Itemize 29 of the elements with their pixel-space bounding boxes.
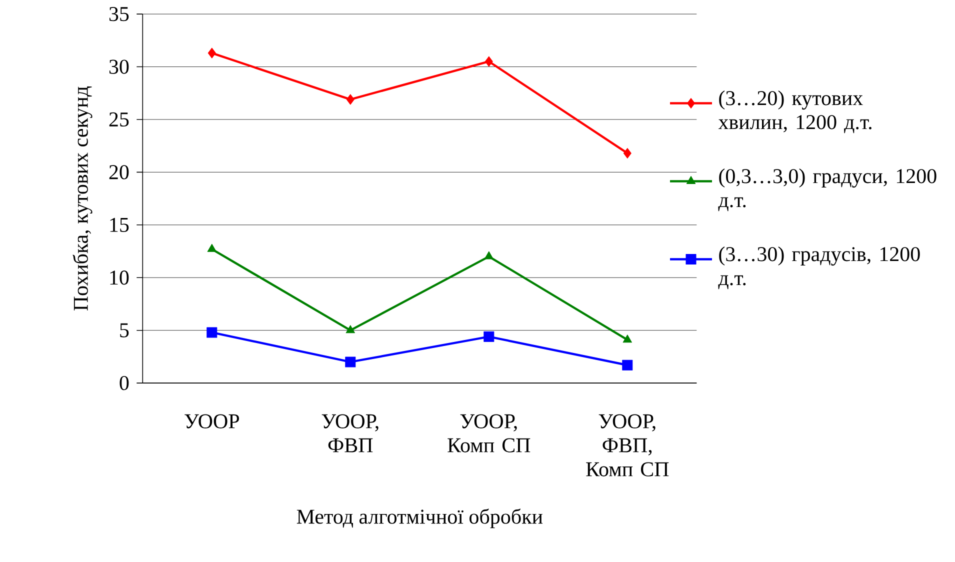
x-tick-label: УООР xyxy=(184,414,239,428)
y-tick-label: 20 xyxy=(109,164,129,180)
y-tick-label: 5 xyxy=(120,323,129,338)
point xyxy=(484,56,493,67)
point xyxy=(484,251,494,260)
point xyxy=(345,356,356,368)
x-tick-label: УООР, ФВП xyxy=(322,414,378,452)
x-tick-label: УООР, Комп СП xyxy=(448,414,530,452)
y-tick-label: 0 xyxy=(120,376,129,390)
legend-label: (3…20) кутових хвилин, 1200 д.т. xyxy=(718,90,872,133)
legend-label: (0,3…3,0) градуси, 1200 д.т. xyxy=(718,168,936,211)
point xyxy=(622,334,632,342)
point xyxy=(207,244,216,252)
point xyxy=(208,48,216,58)
legend-label: (3…30) градусів, 1200 д.т. xyxy=(718,246,920,289)
point xyxy=(484,331,494,342)
point xyxy=(623,148,632,158)
point xyxy=(346,94,354,105)
y-tick-label: 10 xyxy=(110,270,129,285)
point xyxy=(622,360,633,370)
x-tick-label: УООР, ФВП, Комп СП xyxy=(586,414,669,476)
y-axis-title: Похибка, кутових секунд xyxy=(72,86,92,310)
y-tick-label: 35 xyxy=(109,6,129,21)
point xyxy=(206,327,218,338)
point xyxy=(346,324,355,333)
y-tick-label: 25 xyxy=(109,112,129,126)
x-axis-title: Метод алготмічної обробки xyxy=(296,508,543,528)
y-tick-label: 15 xyxy=(110,218,129,232)
y-tick-label: 30 xyxy=(109,60,129,74)
